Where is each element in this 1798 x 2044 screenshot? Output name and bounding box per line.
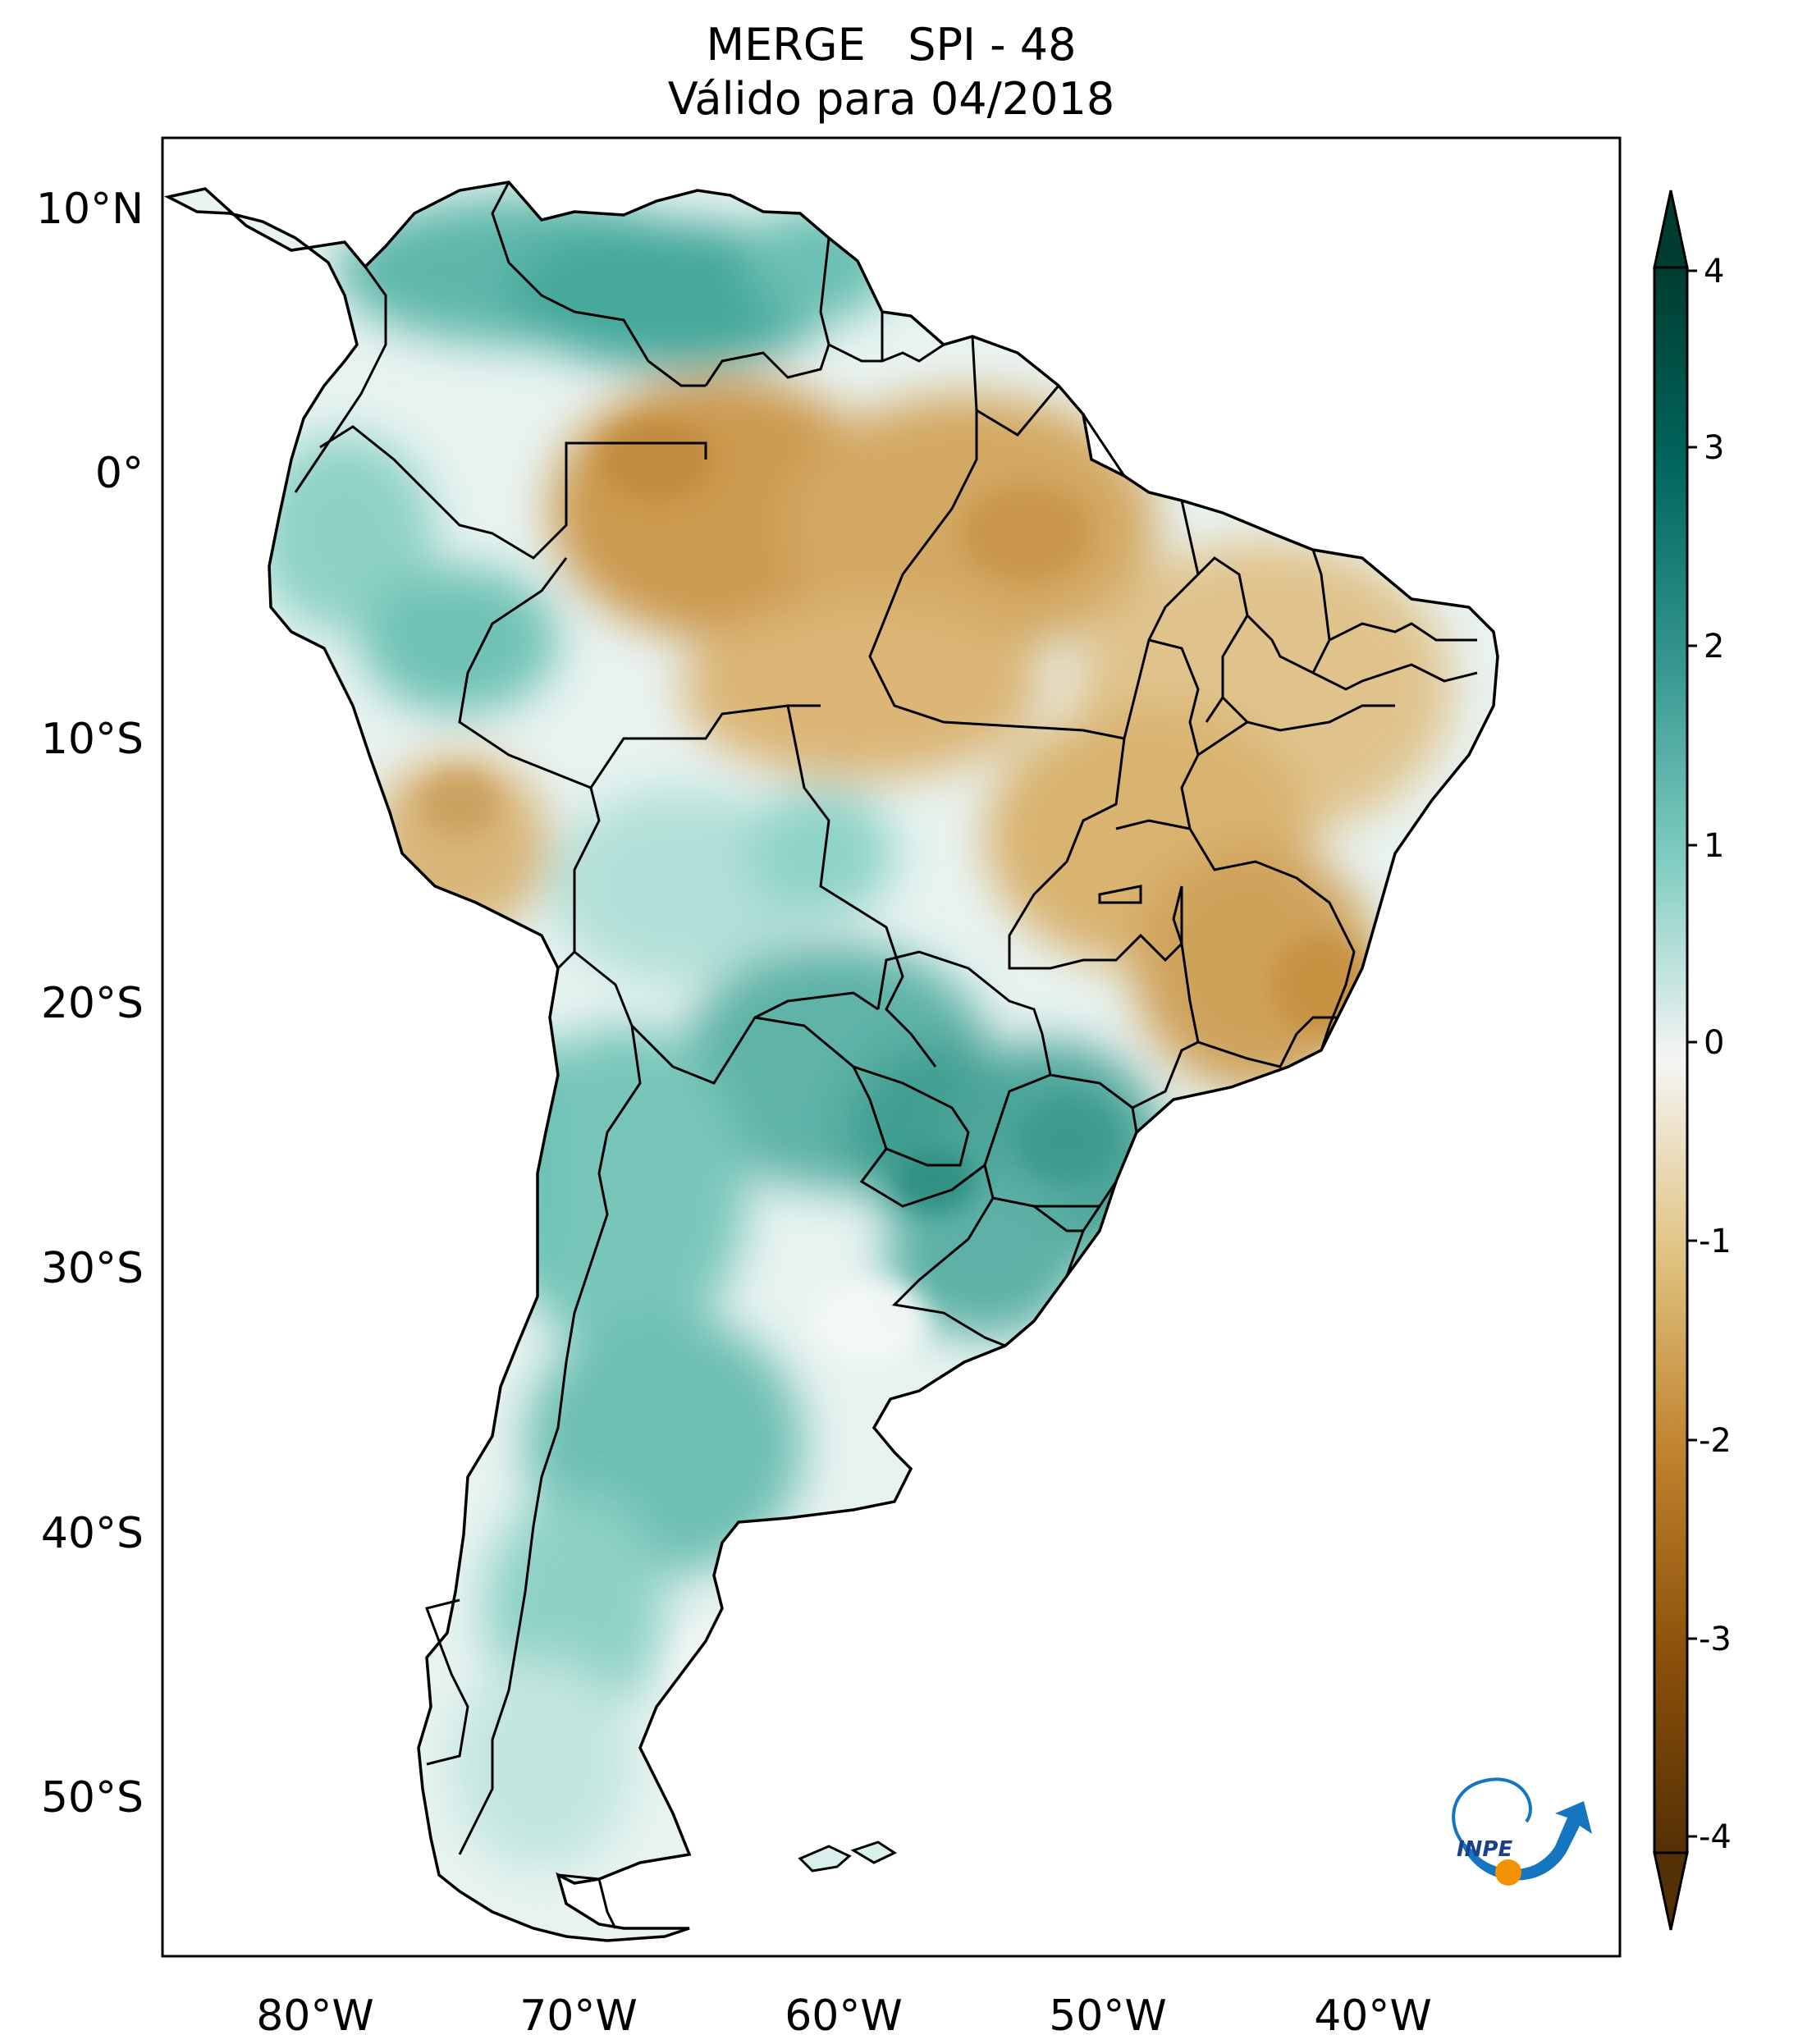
colorbar-tick-label: 0 [1704, 1024, 1724, 1062]
coastline [163, 181, 1499, 1942]
title-line-product: MERGE SPI - 48 [706, 19, 1077, 71]
inpe-logo-icon: INPE [1452, 1777, 1592, 1886]
lat-tick-label: 0° [95, 449, 144, 498]
lon-tick-label: 80°W [256, 1991, 374, 2041]
lat-tick-label: 10°N [36, 185, 144, 234]
lat-tick-label: 10°S [41, 715, 144, 764]
lon-tick-label: 70°W [519, 1991, 638, 2041]
chart-title: MERGE SPI - 48 Válido para 04/2018 [161, 18, 1622, 126]
colorbar-tick-label: 2 [1704, 628, 1724, 665]
latitude-axis: 10°N 0° 10°S 20°S 30°S 40°S 50°S [36, 185, 144, 1822]
colorbar-tick-label: -3 [1699, 1621, 1732, 1658]
colorbar-tick-label: -2 [1699, 1422, 1732, 1460]
colorbar-tick-label: -4 [1699, 1818, 1732, 1856]
political-borders [294, 181, 1478, 1929]
lat-tick-label: 40°S [41, 1509, 144, 1558]
lat-tick-label: 50°S [41, 1773, 144, 1822]
logo-text: INPE [1457, 1837, 1512, 1862]
colorbar-bottom-extend [1653, 1851, 1689, 1931]
colorbar-gradient [1653, 266, 1689, 1854]
colorbar-tick-label: -1 [1699, 1223, 1732, 1260]
colorbar-top-extend [1653, 190, 1689, 269]
colorbar-tick-label: 1 [1704, 827, 1724, 865]
colorbar-tick-label: 4 [1704, 253, 1724, 290]
lon-tick-label: 40°W [1314, 1991, 1432, 2041]
colorbar-tick-label: 3 [1704, 429, 1724, 467]
lon-tick-label: 60°W [785, 1991, 903, 2041]
region-bolivia-east [550, 788, 812, 985]
map-frame [161, 136, 1622, 1958]
region-patagonia [451, 1658, 632, 1871]
colorbar: 4 3 2 1 0 -1 -2 -3 -4 [1653, 190, 1732, 1931]
title-line-date: Válido para 04/2018 [667, 73, 1115, 125]
longitude-axis: 80°W 70°W 60°W 50°W 40°W [256, 1991, 1432, 2041]
lat-tick-label: 20°S [41, 979, 144, 1028]
lat-tick-label: 30°S [41, 1244, 144, 1293]
lon-tick-label: 50°W [1049, 1991, 1167, 2041]
